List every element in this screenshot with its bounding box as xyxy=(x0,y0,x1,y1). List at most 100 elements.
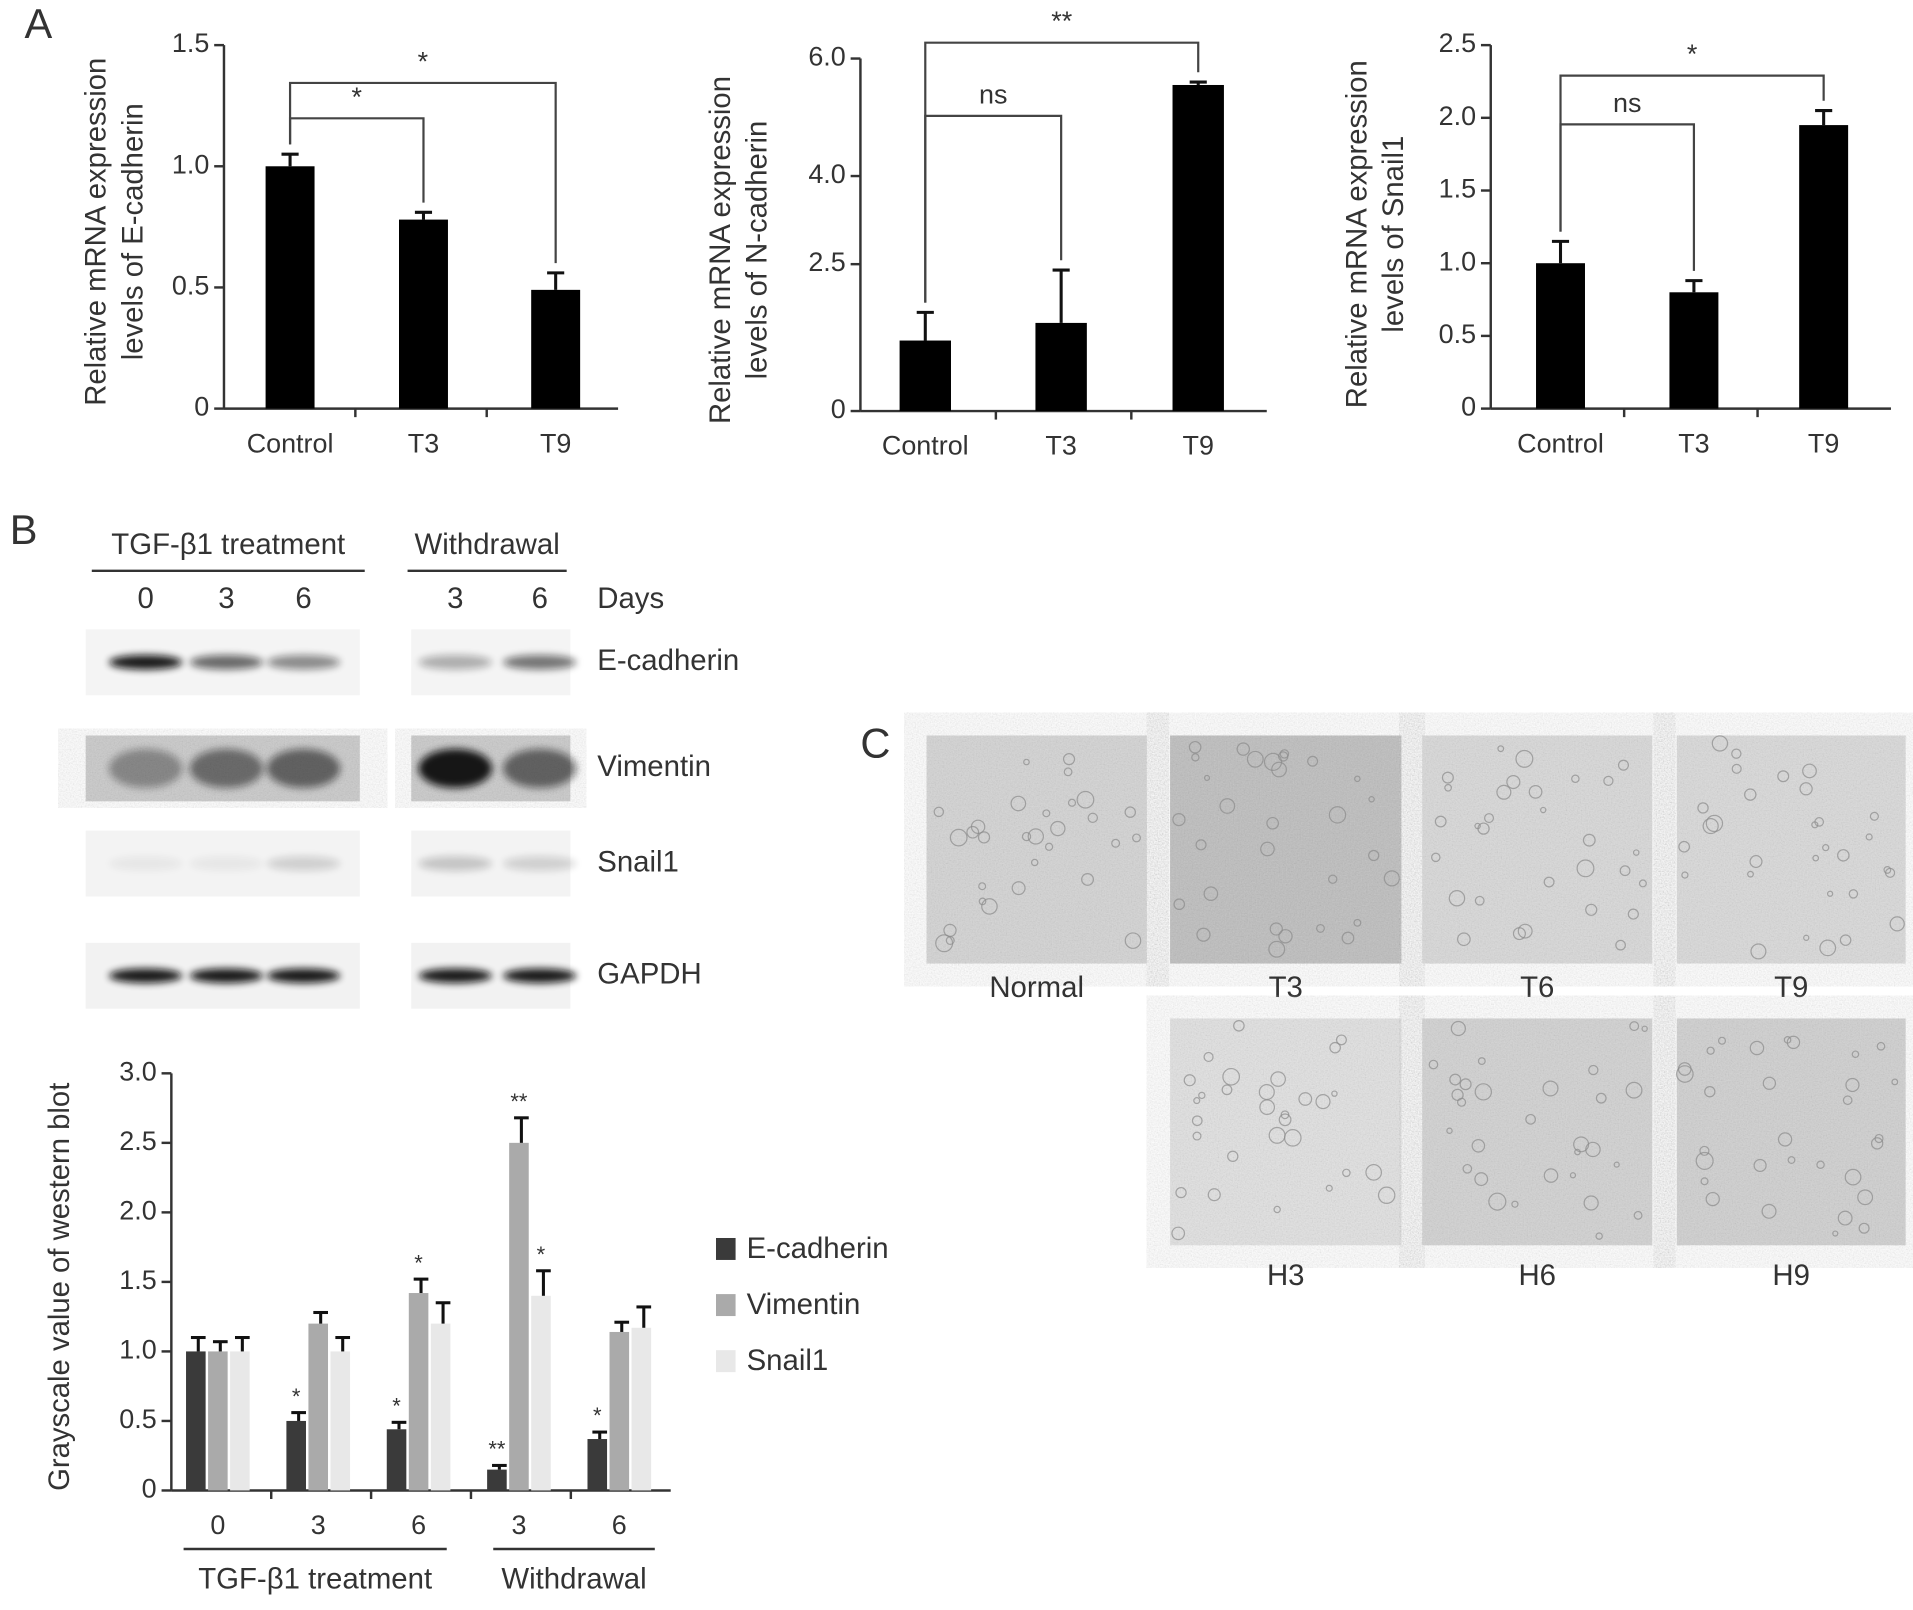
cell xyxy=(1617,759,1630,771)
bar xyxy=(1669,292,1719,409)
cell xyxy=(1571,774,1580,784)
cell xyxy=(1325,1184,1333,1192)
significance-label: ns xyxy=(979,79,1007,109)
cell xyxy=(1717,1036,1727,1045)
bar xyxy=(265,166,315,409)
cell xyxy=(1474,822,1481,830)
cell xyxy=(1777,770,1790,783)
cell xyxy=(1368,796,1375,803)
cell xyxy=(1459,1078,1472,1091)
y-tick-label: 0.5 xyxy=(1439,319,1476,349)
cell xyxy=(1857,1189,1874,1206)
blot-row-label: Vimentin xyxy=(597,750,711,783)
cell xyxy=(1638,879,1647,888)
cell xyxy=(1615,939,1626,951)
cell xyxy=(1865,833,1873,841)
bar xyxy=(430,1323,451,1491)
x-tick-label: T9 xyxy=(1808,428,1839,458)
blot-band xyxy=(418,654,493,670)
bar xyxy=(308,1323,329,1491)
cell xyxy=(1044,842,1054,851)
cell xyxy=(1023,758,1030,766)
bar xyxy=(1536,263,1585,409)
cell xyxy=(1845,1077,1860,1093)
cell xyxy=(1627,908,1639,920)
cell xyxy=(1576,859,1595,878)
error-bar xyxy=(212,1340,228,1352)
cell xyxy=(1195,839,1207,851)
cell xyxy=(1629,1021,1640,1032)
cell xyxy=(1365,1164,1383,1181)
cell xyxy=(1822,844,1830,852)
y-tick-label: 0.5 xyxy=(119,1404,156,1434)
bar xyxy=(531,1295,551,1491)
cell xyxy=(1198,1091,1206,1100)
cell xyxy=(1449,1073,1462,1086)
micrograph-texture xyxy=(1676,735,1906,964)
day-label: 0 xyxy=(137,582,153,615)
cell xyxy=(1236,742,1251,756)
legend-label: E-cadherin xyxy=(747,1232,889,1265)
cell xyxy=(1444,783,1452,792)
bar xyxy=(509,1142,529,1491)
y-tick-label: 1.5 xyxy=(172,28,209,58)
cell xyxy=(1851,1050,1860,1059)
legend-swatch xyxy=(715,1294,736,1317)
cell xyxy=(1010,795,1027,812)
cell xyxy=(1474,895,1485,906)
y-axis-label: levels of N-cadherin xyxy=(741,121,774,380)
y-tick-label: 0.5 xyxy=(172,271,209,301)
cell xyxy=(1613,1161,1620,1168)
cell xyxy=(1870,1137,1884,1150)
significance-label: * xyxy=(414,1250,423,1275)
blot-band xyxy=(189,748,264,788)
micrograph-label: Normal xyxy=(989,971,1084,1004)
cell xyxy=(1731,748,1742,759)
cell xyxy=(1814,817,1825,827)
blot-group-label: Withdrawal xyxy=(415,528,560,561)
blot-band xyxy=(108,654,183,670)
cell xyxy=(1762,1076,1777,1090)
cell xyxy=(1528,784,1543,799)
cell xyxy=(1448,890,1466,907)
bar xyxy=(609,1331,630,1491)
panel-label: A xyxy=(24,0,52,47)
error-bar xyxy=(1685,279,1703,293)
cell xyxy=(1632,849,1640,856)
cell xyxy=(1625,1081,1643,1099)
cell xyxy=(1027,828,1044,845)
cell xyxy=(1191,1115,1203,1127)
cell xyxy=(1858,1222,1870,1234)
cell xyxy=(1203,1051,1214,1063)
significance-label: ns xyxy=(1613,88,1641,118)
cell xyxy=(1848,889,1859,899)
cell xyxy=(1329,1041,1341,1054)
cell xyxy=(1583,1195,1599,1211)
y-axis-label: levels of E-cadherin xyxy=(116,103,149,360)
cell xyxy=(1268,940,1286,958)
y-tick-label: 3.0 xyxy=(119,1056,156,1086)
micrograph-label: T3 xyxy=(1269,971,1303,1004)
micrograph-texture xyxy=(1676,1018,1906,1246)
cell xyxy=(1219,798,1236,814)
y-tick-label: 0 xyxy=(1461,392,1476,422)
significance-label: * xyxy=(292,1384,301,1409)
x-tick-label: T3 xyxy=(1045,431,1076,461)
cell xyxy=(1488,1192,1507,1211)
cell xyxy=(1124,806,1137,818)
x-tick-label: 6 xyxy=(612,1510,627,1540)
cell xyxy=(1278,929,1293,944)
cell xyxy=(1246,750,1264,768)
significance-label: * xyxy=(418,47,429,77)
cell xyxy=(1517,923,1533,939)
panel-label: B xyxy=(10,506,38,553)
error-bar xyxy=(636,1305,652,1328)
blot-band xyxy=(503,856,577,871)
blot-band xyxy=(108,968,183,984)
cell xyxy=(1307,755,1319,767)
blot-band xyxy=(189,968,264,984)
cell xyxy=(1263,752,1283,771)
cell xyxy=(1883,866,1892,874)
cell xyxy=(1484,813,1495,824)
